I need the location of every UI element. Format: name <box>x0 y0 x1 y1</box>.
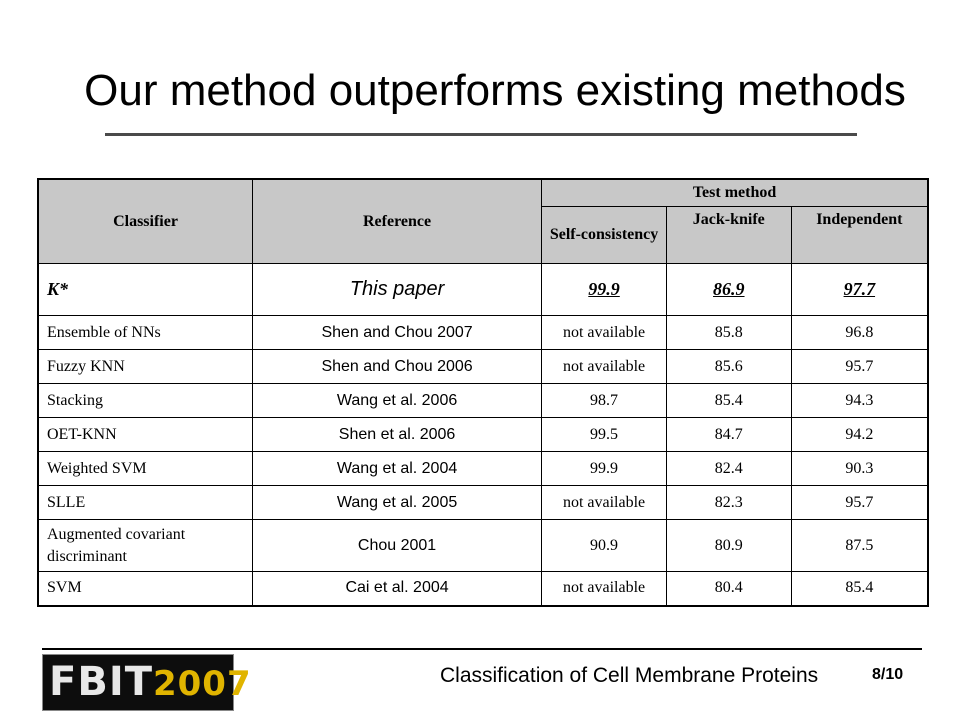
slide-title: Our method outperforms existing methods <box>84 66 906 115</box>
logo-text: FBIT <box>49 659 153 705</box>
cell-classifier: SVM <box>37 571 253 606</box>
fbit-logo: FBIT2007 <box>42 654 251 711</box>
cell-classifier: Stacking <box>37 383 253 418</box>
header-classifier: Classifier <box>37 178 253 264</box>
cell-self-consistency: 99.9 <box>541 451 667 486</box>
table-row: Stacking Wang et al. 2006 98.7 85.4 94.3 <box>37 383 929 418</box>
cell-independent: 90.3 <box>790 451 929 486</box>
cell-independent: 97.7 <box>790 263 929 316</box>
cell-self-consistency: not available <box>541 485 667 520</box>
cell-reference: This paper <box>251 263 543 316</box>
footer-title: Classification of Cell Membrane Proteins <box>440 664 819 687</box>
cell-independent: 85.4 <box>790 571 929 606</box>
cell-self-consistency: 99.9 <box>541 263 667 316</box>
table-row: OET-KNN Shen et al. 2006 99.5 84.7 94.2 <box>37 417 929 452</box>
cell-independent: 94.2 <box>790 417 929 452</box>
footer-divider <box>42 648 922 650</box>
header-test-method: Test method <box>541 178 929 207</box>
cell-independent: 95.7 <box>790 485 929 520</box>
title-divider <box>105 133 857 136</box>
table-row: SLLE Wang et al. 2005 not available 82.3… <box>37 485 929 520</box>
cell-jackknife: 84.7 <box>665 417 792 452</box>
header-independent: Independent <box>790 206 929 264</box>
cell-classifier: Weighted SVM <box>37 451 253 486</box>
logo-year: 2007 <box>152 664 252 704</box>
cell-jackknife: 85.4 <box>665 383 792 418</box>
cell-self-consistency: 99.5 <box>541 417 667 452</box>
cell-jackknife: 85.8 <box>665 315 792 350</box>
cell-jackknife: 80.9 <box>665 519 792 572</box>
cell-self-consistency: not available <box>541 315 667 350</box>
cell-independent: 87.5 <box>790 519 929 572</box>
cell-self-consistency: 98.7 <box>541 383 667 418</box>
cell-reference: Chou 2001 <box>251 519 543 572</box>
cell-jackknife: 85.6 <box>665 349 792 384</box>
table-row: Fuzzy KNN Shen and Chou 2006 not availab… <box>37 349 929 384</box>
cell-jackknife: 82.3 <box>665 485 792 520</box>
cell-reference: Wang et al. 2004 <box>251 451 543 486</box>
table-row: Ensemble of NNs Shen and Chou 2007 not a… <box>37 315 929 350</box>
cell-reference: Shen et al. 2006 <box>251 417 543 452</box>
header-self-consistency: Self-consistency <box>541 206 667 264</box>
page-number: 8/10 <box>872 666 904 683</box>
logo-wordmark: FBIT2007 <box>49 659 252 705</box>
cell-jackknife: 86.9 <box>665 263 792 316</box>
cell-classifier: Fuzzy KNN <box>37 349 253 384</box>
cell-self-consistency: 90.9 <box>541 519 667 572</box>
cell-reference: Wang et al. 2005 <box>251 485 543 520</box>
table-row: SVM Cai et al. 2004 not available 80.4 8… <box>37 571 929 606</box>
cell-independent: 96.8 <box>790 315 929 350</box>
table-row: Augmented covariant discriminant Chou 20… <box>37 519 929 572</box>
cell-classifier: Ensemble of NNs <box>37 315 253 350</box>
results-table: Classifier Reference Test method Self-co… <box>37 178 929 607</box>
cell-reference: Cai et al. 2004 <box>251 571 543 606</box>
cell-reference: Wang et al. 2006 <box>251 383 543 418</box>
header-jackknife: Jack-knife <box>665 206 792 264</box>
header-reference: Reference <box>251 178 543 264</box>
cell-independent: 94.3 <box>790 383 929 418</box>
cell-reference: Shen and Chou 2006 <box>251 349 543 384</box>
cell-classifier: Augmented covariant discriminant <box>37 519 253 572</box>
cell-self-consistency: not available <box>541 349 667 384</box>
cell-self-consistency: not available <box>541 571 667 606</box>
cell-classifier: OET-KNN <box>37 417 253 452</box>
table-row: Weighted SVM Wang et al. 2004 99.9 82.4 … <box>37 451 929 486</box>
cell-classifier: K* <box>37 263 253 316</box>
cell-independent: 95.7 <box>790 349 929 384</box>
cell-jackknife: 82.4 <box>665 451 792 486</box>
cell-reference: Shen and Chou 2007 <box>251 315 543 350</box>
table-row-ours: K* This paper 99.9 86.9 97.7 <box>37 263 929 316</box>
cell-jackknife: 80.4 <box>665 571 792 606</box>
cell-classifier: SLLE <box>37 485 253 520</box>
